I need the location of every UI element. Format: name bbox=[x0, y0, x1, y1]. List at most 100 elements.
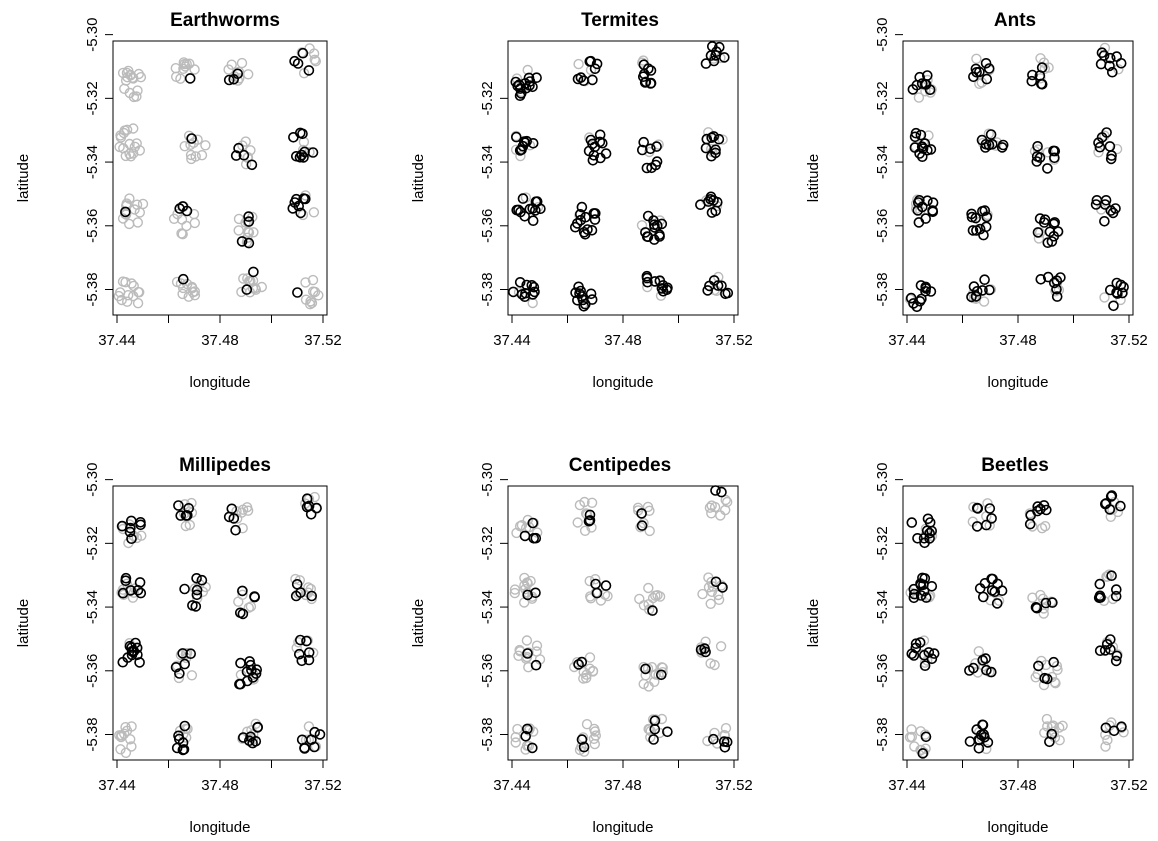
point-present bbox=[1094, 645, 1106, 657]
point-present bbox=[576, 201, 588, 213]
panel-title: Earthworms bbox=[170, 10, 280, 31]
x-tick-label: 37.48 bbox=[999, 332, 1037, 349]
point-absent bbox=[297, 209, 309, 221]
point-present bbox=[134, 657, 145, 668]
point-present bbox=[1033, 660, 1044, 672]
point-present bbox=[996, 585, 1008, 597]
point-absent bbox=[170, 62, 182, 74]
point-present bbox=[591, 58, 603, 70]
point-absent bbox=[579, 525, 591, 536]
y-tick-label: -5.36 bbox=[479, 209, 496, 243]
point-absent bbox=[1038, 679, 1050, 691]
point-absent bbox=[300, 277, 311, 288]
point-absent bbox=[189, 290, 201, 301]
point-present bbox=[980, 221, 992, 233]
panel-title: Ants bbox=[994, 10, 1036, 31]
y-tick-label: -5.36 bbox=[479, 654, 496, 688]
point-present bbox=[179, 658, 190, 670]
y-tick-label: -5.32 bbox=[84, 81, 101, 115]
point-present bbox=[908, 583, 920, 595]
point-absent bbox=[523, 662, 534, 673]
point-absent bbox=[128, 280, 139, 292]
point-absent bbox=[118, 728, 130, 739]
point-present bbox=[236, 236, 248, 247]
point-present bbox=[977, 206, 988, 217]
point-present bbox=[230, 524, 241, 536]
point-present bbox=[641, 272, 653, 284]
point-present bbox=[578, 300, 590, 312]
point-absent bbox=[581, 719, 593, 730]
point-absent bbox=[1039, 727, 1050, 738]
point-present bbox=[181, 205, 193, 217]
point-absent bbox=[572, 657, 583, 668]
point-present bbox=[251, 664, 263, 676]
point-absent bbox=[1027, 521, 1038, 532]
point-present bbox=[252, 721, 264, 733]
point-present bbox=[1093, 137, 1104, 148]
point-present bbox=[911, 301, 923, 313]
point-present bbox=[585, 288, 597, 300]
point-absent bbox=[303, 721, 315, 732]
point-absent bbox=[650, 669, 661, 680]
point-present bbox=[294, 634, 306, 646]
y-tick-label: -5.36 bbox=[84, 654, 101, 688]
point-present bbox=[910, 642, 922, 654]
point-present bbox=[970, 291, 982, 302]
point-absent bbox=[978, 296, 990, 307]
point-absent bbox=[1057, 720, 1068, 731]
point-absent bbox=[126, 278, 137, 289]
point-present bbox=[519, 530, 531, 542]
point-absent bbox=[134, 207, 146, 218]
point-present bbox=[700, 58, 712, 69]
point-present bbox=[968, 662, 979, 674]
point-absent bbox=[178, 63, 189, 75]
point-present bbox=[966, 291, 977, 303]
point-present bbox=[600, 580, 612, 591]
point-absent bbox=[126, 741, 137, 752]
point-present bbox=[1049, 277, 1060, 289]
point-present bbox=[1042, 163, 1053, 174]
point-absent bbox=[584, 652, 596, 663]
x-tick-label: 37.44 bbox=[493, 777, 531, 794]
point-present bbox=[117, 587, 129, 599]
point-present bbox=[248, 266, 259, 278]
point-present bbox=[991, 598, 1003, 609]
x-axis-label: longitude bbox=[988, 819, 1049, 836]
point-present bbox=[1093, 592, 1105, 604]
point-present bbox=[228, 513, 240, 524]
point-present bbox=[1115, 500, 1126, 512]
y-tick-label: -5.30 bbox=[84, 463, 101, 497]
point-present bbox=[574, 209, 586, 220]
point-present bbox=[920, 281, 932, 293]
point-present bbox=[1049, 217, 1060, 228]
point-present bbox=[1055, 272, 1066, 283]
point-present bbox=[651, 220, 663, 231]
point-present bbox=[636, 520, 648, 531]
point-present bbox=[174, 668, 185, 679]
y-axis-label: latitude bbox=[410, 599, 427, 647]
point-present bbox=[575, 72, 587, 83]
point-present bbox=[226, 503, 238, 515]
point-present bbox=[295, 207, 307, 219]
point-absent bbox=[200, 140, 211, 151]
point-absent bbox=[190, 151, 201, 162]
point-present bbox=[964, 736, 976, 747]
point-absent bbox=[127, 148, 139, 159]
point-present bbox=[296, 655, 308, 667]
point-present bbox=[919, 660, 931, 672]
point-present bbox=[910, 127, 922, 139]
point-absent bbox=[123, 218, 135, 230]
point-absent bbox=[705, 598, 716, 609]
y-tick-label: -5.34 bbox=[84, 590, 101, 624]
point-present bbox=[186, 133, 197, 144]
point-present bbox=[584, 515, 596, 526]
y-tick-label: -5.34 bbox=[874, 590, 891, 624]
y-tick-label: -5.32 bbox=[874, 81, 891, 115]
point-absent bbox=[246, 725, 257, 736]
point-present bbox=[299, 742, 310, 754]
point-present bbox=[507, 286, 519, 298]
point-present bbox=[1105, 52, 1116, 64]
point-present bbox=[971, 285, 983, 297]
point-absent bbox=[1038, 603, 1049, 614]
point-present bbox=[914, 195, 925, 206]
